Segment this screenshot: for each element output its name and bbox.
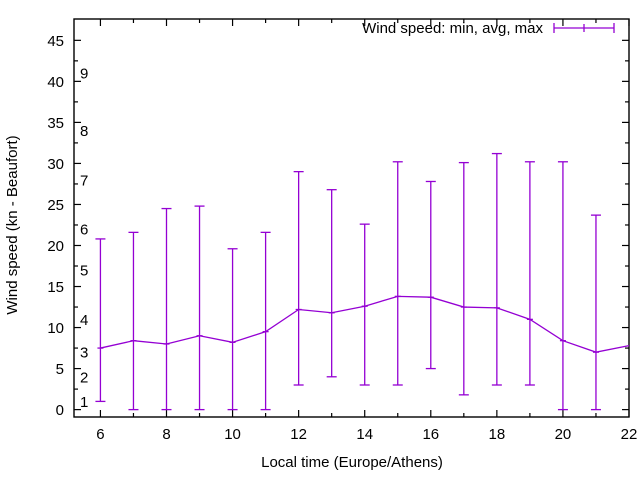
error-bar [227, 248, 238, 411]
y-axis-tick-label: 45 [47, 33, 64, 50]
error-bar [425, 180, 436, 370]
chart-legend: Wind speed: min, avg, max [362, 20, 615, 37]
error-bar [194, 205, 205, 411]
x-axis-tick-label: 22 [621, 426, 638, 443]
beaufort-tick-label: 3 [80, 345, 88, 362]
x-axis-tick-label: 14 [356, 426, 373, 443]
error-bar [260, 231, 271, 411]
beaufort-tick-label: 6 [80, 222, 88, 239]
error-bar [524, 161, 535, 386]
x-axis-tick-label: 10 [224, 426, 241, 443]
average-wind-speed-line [100, 295, 630, 353]
x-axis-tick-label: 20 [555, 426, 572, 443]
y-axis-tick-label: 10 [47, 320, 64, 337]
y-axis-tick-label: 5 [56, 361, 64, 378]
legend-errorbar-symbol [553, 23, 615, 33]
error-bar [128, 231, 139, 411]
x-axis-tick-label: 16 [422, 426, 439, 443]
error-bar [293, 170, 304, 386]
beaufort-axis-ticks: 1 2 3 4 5 6 7 8 9 [80, 66, 88, 411]
error-bar [590, 214, 601, 411]
x-axis-tick-label: 12 [290, 426, 307, 443]
y-axis-title: Wind speed (kn - Beaufort) [4, 135, 21, 314]
error-bar [557, 161, 568, 411]
legend-label: Wind speed: min, avg, max [362, 20, 543, 37]
error-bar [95, 238, 106, 403]
y-axis-tick-label: 40 [47, 74, 64, 91]
x-axis-tick-label: 18 [489, 426, 506, 443]
y-axis-tick-label: 35 [47, 115, 64, 132]
beaufort-tick-label: 1 [80, 394, 88, 411]
x-axis-tick-label: 6 [96, 426, 104, 443]
error-bar [161, 207, 172, 411]
y-axis-tick-label: 30 [47, 156, 64, 173]
error-bars-group [95, 152, 601, 411]
beaufort-tick-label: 9 [80, 66, 88, 83]
error-bar [491, 152, 502, 386]
beaufort-tick-label: 8 [80, 123, 88, 140]
x-axis-tick-label: 8 [162, 426, 170, 443]
y-axis-tick-label: 0 [56, 402, 64, 419]
y-axis-tick-label: 20 [47, 238, 64, 255]
beaufort-tick-label: 5 [80, 263, 88, 280]
plot-frame [73, 18, 630, 418]
beaufort-tick-label: 7 [80, 172, 88, 189]
y-axis-tick-label: 25 [47, 197, 64, 214]
error-bar [458, 161, 469, 396]
y-axis-tick-label: 15 [47, 279, 64, 296]
beaufort-tick-label: 4 [80, 312, 88, 329]
error-bar [326, 189, 337, 378]
beaufort-tick-label: 2 [80, 369, 88, 386]
x-axis-ticks: 6 8 10 12 14 16 18 20 22 [96, 19, 637, 443]
error-bar [392, 161, 403, 386]
x-axis-title: Local time (Europe/Athens) [261, 454, 443, 471]
